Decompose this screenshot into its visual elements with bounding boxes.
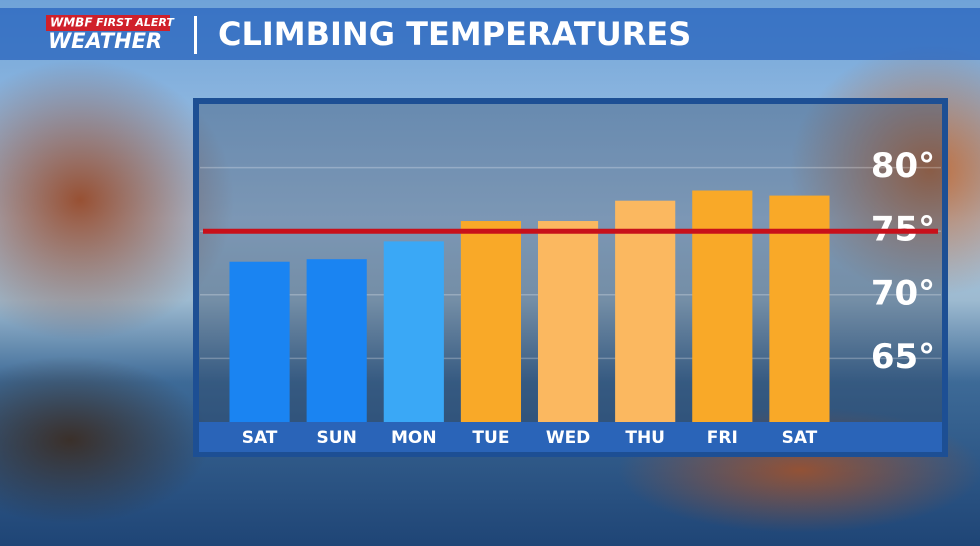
bar [460,221,522,422]
x-tick-label: TUE [472,428,509,448]
logo-tag: FIRST ALERT [96,16,175,29]
bar [306,259,367,422]
bar [229,261,290,422]
x-tick-label: SUN [317,428,357,448]
y-tick-label: 65° [871,337,935,377]
logo-name: WEATHER [48,29,162,53]
bar [537,221,599,422]
divider [194,16,197,54]
x-tick-label: SAT [782,428,818,448]
y-tick-label: 70° [871,273,935,313]
category-strip [199,422,942,452]
y-tick-label: 80° [871,146,935,186]
bar [383,241,444,422]
x-tick-label: SAT [242,428,278,448]
x-tick-label: THU [625,428,665,448]
x-tick-label: WED [546,428,590,448]
logo-station: WMBF [50,16,93,30]
bar [615,200,676,422]
bar [692,190,753,422]
x-tick-label: FRI [707,428,738,448]
chart-title: CLIMBING TEMPERATURES [218,15,691,53]
logo-badge [46,15,170,31]
x-tick-label: MON [391,428,437,448]
